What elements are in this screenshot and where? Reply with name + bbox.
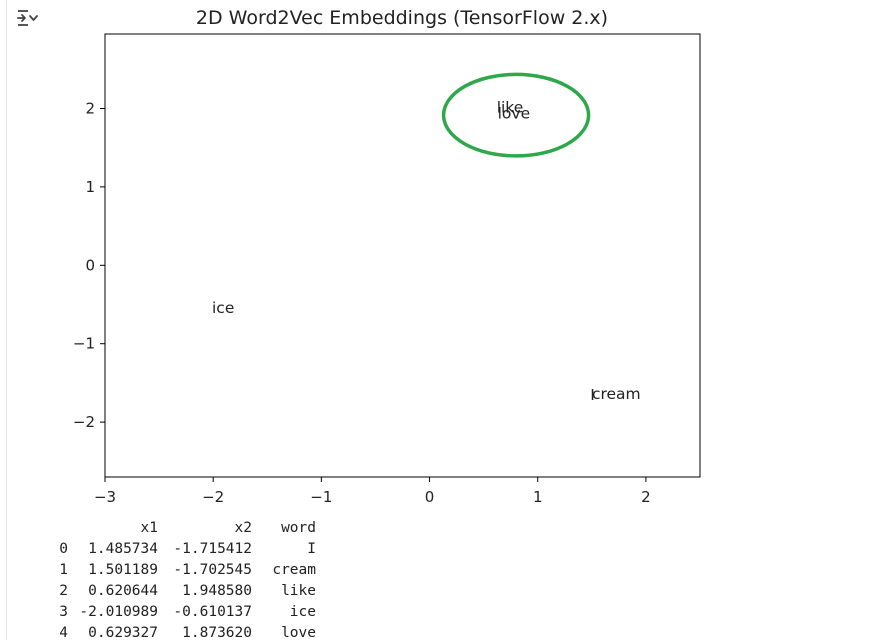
point-label-love: love bbox=[498, 104, 531, 122]
point-label-i: I bbox=[590, 386, 595, 404]
row-index: 1 bbox=[59, 561, 68, 578]
x-tick-label: −3 bbox=[94, 488, 116, 506]
row-index: 4 bbox=[59, 624, 68, 641]
y-tick-label: 0 bbox=[85, 256, 95, 274]
y-tick-label: 1 bbox=[85, 178, 95, 196]
cell-x2: -1.715412 bbox=[173, 540, 252, 557]
x-tick-label: −2 bbox=[202, 488, 224, 506]
x-tick-label: 2 bbox=[641, 488, 651, 506]
cell-x2: 1.873620 bbox=[182, 624, 252, 641]
cell-x2: 1.948580 bbox=[182, 582, 252, 599]
cell-word: cream bbox=[272, 561, 316, 578]
cell-x1: 0.629327 bbox=[88, 624, 158, 641]
cell-x2: -0.610137 bbox=[173, 603, 252, 620]
row-index: 2 bbox=[59, 582, 68, 599]
column-header-word: word bbox=[281, 519, 316, 536]
output-menu-icon bbox=[17, 10, 38, 26]
cell-x2: -1.702545 bbox=[173, 561, 252, 578]
point-label-cream: cream bbox=[592, 385, 641, 403]
y-tick-label: 2 bbox=[85, 99, 95, 117]
cell-word: I bbox=[307, 540, 316, 557]
table-row: 3 -2.010989 -0.610137 ice bbox=[50, 601, 316, 622]
output-toggle-button[interactable] bbox=[14, 6, 40, 30]
highlight-ellipse bbox=[441, 72, 591, 158]
y-tick-label: −1 bbox=[73, 335, 95, 353]
row-index: 0 bbox=[59, 540, 68, 557]
chart-title: 2D Word2Vec Embeddings (TensorFlow 2.x) bbox=[196, 7, 608, 29]
cell-word: ice bbox=[289, 603, 316, 620]
point-label-ice: ice bbox=[212, 299, 234, 317]
row-index: 3 bbox=[59, 603, 68, 620]
cell-x1: 1.501189 bbox=[88, 561, 158, 578]
cell-x1: 1.485734 bbox=[88, 540, 158, 557]
x-tick-label: −1 bbox=[310, 488, 332, 506]
table-row: 4 0.629327 1.873620 love bbox=[50, 622, 316, 643]
table-row: 0 1.485734 -1.715412 I bbox=[50, 538, 316, 559]
table-header-row: x1 x2 word bbox=[50, 517, 316, 538]
x-tick-label: 1 bbox=[533, 488, 543, 506]
x-tick-label: 0 bbox=[425, 488, 435, 506]
annotations bbox=[441, 72, 591, 158]
column-header bbox=[50, 517, 68, 538]
cell-word: love bbox=[281, 624, 316, 641]
table-row: 1 1.501189 -1.702545 cream bbox=[50, 559, 316, 580]
y-tick-label: −2 bbox=[73, 413, 95, 431]
cell-word: like bbox=[281, 582, 316, 599]
cell-x1: -2.010989 bbox=[79, 603, 158, 620]
scatter-chart: 2D Word2Vec Embeddings (TensorFlow 2.x) … bbox=[73, 7, 701, 506]
plot-area bbox=[104, 33, 701, 478]
dataframe-output: x1 x2 word 0 1.485734 -1.715412 I 1 1.50… bbox=[50, 517, 316, 643]
cell-left-border bbox=[6, 0, 7, 640]
cell-x1: 0.620644 bbox=[88, 582, 158, 599]
column-header-x2: x2 bbox=[234, 519, 252, 536]
table-row: 2 0.620644 1.948580 like bbox=[50, 580, 316, 601]
point-label-like: like bbox=[497, 99, 524, 117]
x-axis: −3 −2 −1 0 1 2 bbox=[94, 477, 651, 506]
y-axis: −2 −1 0 1 2 bbox=[73, 99, 105, 431]
column-header-x1: x1 bbox=[140, 519, 158, 536]
